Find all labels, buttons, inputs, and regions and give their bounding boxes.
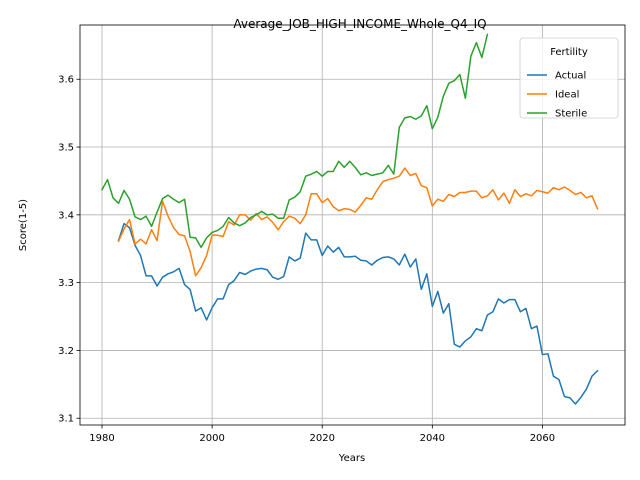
series-line-ideal [117, 167, 599, 277]
legend-label-ideal: Ideal [555, 90, 579, 101]
y-axis-ticks: 3.1 3.2 3.3 3.4 3.5 3.6 [58, 75, 80, 425]
x-tick-label: 2000 [199, 433, 224, 444]
y-tick-label: 3.6 [58, 75, 74, 86]
plot-frame [79, 24, 626, 426]
x-tick-label: 2060 [530, 433, 555, 444]
legend: Fertility Actual Ideal Sterile [519, 37, 619, 120]
legend-items: Actual Ideal Sterile [527, 71, 587, 120]
plot-lines [101, 33, 599, 405]
y-axis-title: Score(1-5) [18, 199, 29, 251]
x-tick-label: 2040 [420, 433, 445, 444]
legend-box [519, 37, 619, 119]
x-tick-label: 1980 [89, 433, 114, 444]
legend-title: Fertility [550, 47, 588, 58]
x-tick-label: 2020 [309, 433, 334, 444]
chart-title: Average_JOB_HIGH_INCOME_Whole_Q4_IQ [233, 17, 486, 31]
y-tick-label: 3.2 [58, 346, 74, 357]
series-line-actual [117, 222, 599, 405]
y-tick-label: 3.1 [58, 414, 74, 425]
x-axis-title: Years [338, 453, 365, 464]
x-axis-ticks: 1980 2000 2020 2040 2060 [89, 425, 555, 444]
y-tick-label: 3.5 [58, 143, 74, 154]
y-tick-label: 3.3 [58, 278, 74, 289]
y-tick-label: 3.4 [58, 210, 74, 221]
series-line-sterile [101, 33, 489, 249]
legend-label-actual: Actual [555, 71, 586, 82]
legend-label-sterile: Sterile [555, 109, 587, 120]
